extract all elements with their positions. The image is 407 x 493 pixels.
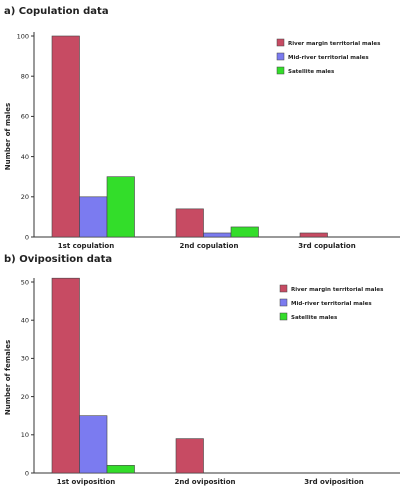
oviposition-y-tick-label: 20 — [21, 393, 29, 401]
copulation-y-tick-label: 40 — [21, 153, 29, 161]
oviposition-bar — [51, 277, 80, 474]
copulation-chart-title: a) Copulation data — [4, 6, 109, 17]
copulation-bar — [299, 232, 328, 238]
oviposition-y-tick-label: 30 — [21, 355, 29, 363]
oviposition-y-tick-label: 50 — [21, 278, 29, 286]
copulation-category-label: 1st copulation — [58, 242, 114, 250]
copulation-legend-swatch — [276, 66, 285, 75]
copulation-bar — [106, 176, 135, 238]
oviposition-legend-label: Mid-river territorial males — [291, 301, 372, 307]
oviposition-legend-swatch — [279, 298, 288, 307]
oviposition-legend-label: Satellite males — [291, 315, 338, 321]
copulation-legend-swatch — [276, 38, 285, 47]
oviposition-y-tick-label: 10 — [21, 431, 29, 439]
oviposition-category-label: 3rd oviposition — [304, 478, 363, 486]
oviposition-legend: River margin territorial males Mid-river … — [279, 284, 384, 321]
copulation-legend-label: River margin territorial males — [288, 41, 381, 47]
oviposition-category-label: 1st oviposition — [57, 478, 116, 486]
copulation-category-label: 2nd copulation — [180, 242, 239, 250]
oviposition-bar — [175, 438, 204, 474]
oviposition-y-axis-title: Number of females — [4, 340, 12, 415]
copulation-bar — [51, 35, 80, 238]
copulation-bar — [175, 208, 204, 238]
copulation-y-tick-label: 100 — [17, 32, 29, 40]
copulation-y-tick-label: 0 — [25, 233, 29, 241]
oviposition-chart-title: b) Oviposition data — [4, 254, 112, 265]
oviposition-panel: b) Oviposition data 0 10 20 30 40 50 Number of … — [4, 254, 400, 486]
copulation-bar — [203, 232, 232, 238]
copulation-legend-label: Satellite males — [288, 69, 335, 75]
oviposition-legend-swatch — [279, 284, 288, 293]
copulation-y-axis-title: Number of males — [4, 103, 12, 170]
oviposition-y-tick-label: 0 — [25, 469, 29, 477]
copulation-category-label: 3rd copulation — [298, 242, 355, 250]
oviposition-y-tick-label: 40 — [21, 317, 29, 325]
copulation-legend: River margin territorial males Mid-river … — [276, 38, 381, 75]
copulation-y-tick-label: 60 — [21, 113, 29, 121]
copulation-legend-label: Mid-river territorial males — [288, 55, 369, 61]
copulation-y-tick-label: 80 — [21, 73, 29, 81]
oviposition-legend-swatch — [279, 312, 288, 321]
copulation-y-tick-label: 20 — [21, 193, 29, 201]
copulation-legend-swatch — [276, 52, 285, 61]
copulation-bar — [79, 196, 108, 238]
oviposition-legend-label: River margin territorial males — [291, 287, 384, 293]
copulation-panel: a) Copulation data 0 20 40 60 80 100 Number of … — [4, 6, 400, 250]
oviposition-bar — [106, 465, 135, 474]
oviposition-bar — [79, 415, 108, 474]
copulation-bar — [230, 226, 259, 238]
oviposition-category-label: 2nd oviposition — [175, 478, 236, 486]
